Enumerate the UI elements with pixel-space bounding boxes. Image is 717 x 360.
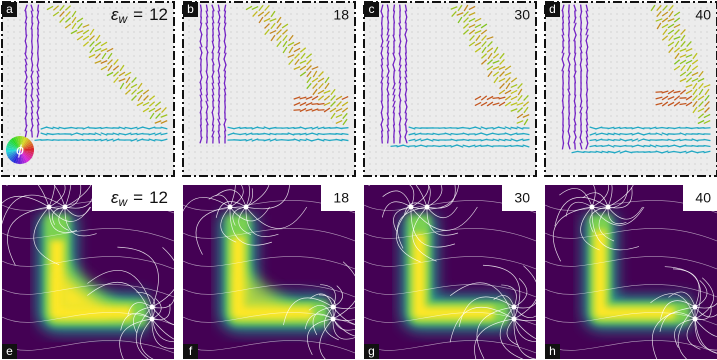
param-value: 18 xyxy=(333,7,349,23)
panel-letter: e xyxy=(6,344,13,358)
density-panel: h 40 xyxy=(545,145,717,360)
panel-letter: g xyxy=(368,344,375,358)
pole xyxy=(228,205,233,210)
pole xyxy=(331,305,336,310)
vector-panel: c 30 xyxy=(364,2,536,176)
phase-wheel: ϕ xyxy=(6,136,34,164)
pole xyxy=(512,305,517,310)
panel-letter: h xyxy=(549,344,556,358)
param-subscript: w xyxy=(118,195,128,209)
param-value: 30 xyxy=(514,190,530,206)
param-value: 40 xyxy=(695,190,711,206)
param-value: 12 xyxy=(149,5,168,24)
panel-bg xyxy=(183,185,355,359)
panel-bg xyxy=(545,185,717,359)
param-relation: = xyxy=(133,5,143,24)
panel-letter: d xyxy=(549,2,556,16)
panel-bg xyxy=(545,2,717,176)
param-value: 18 xyxy=(333,190,349,206)
wheel-label: ϕ xyxy=(16,142,24,158)
panel-bg xyxy=(364,2,536,176)
pole xyxy=(693,305,698,310)
param-subscript: w xyxy=(118,12,128,26)
density-panel: f18 xyxy=(178,154,384,360)
param-value: 12 xyxy=(149,188,168,207)
panel-bg xyxy=(364,185,536,359)
panel-letter: b xyxy=(187,2,194,16)
vector-panel: ϕaεw=12 xyxy=(2,2,174,176)
panel-bg xyxy=(183,2,355,176)
param-relation: = xyxy=(133,188,143,207)
vector-panel: b 18 xyxy=(183,2,355,176)
param-value: 40 xyxy=(695,7,711,23)
panel-letter: c xyxy=(369,2,375,16)
pole xyxy=(47,205,52,210)
pole xyxy=(590,205,595,210)
param-value: 30 xyxy=(514,7,530,23)
vector-panel: d 40 xyxy=(545,2,717,176)
pole xyxy=(150,305,155,310)
panel-letter: a xyxy=(6,2,13,16)
